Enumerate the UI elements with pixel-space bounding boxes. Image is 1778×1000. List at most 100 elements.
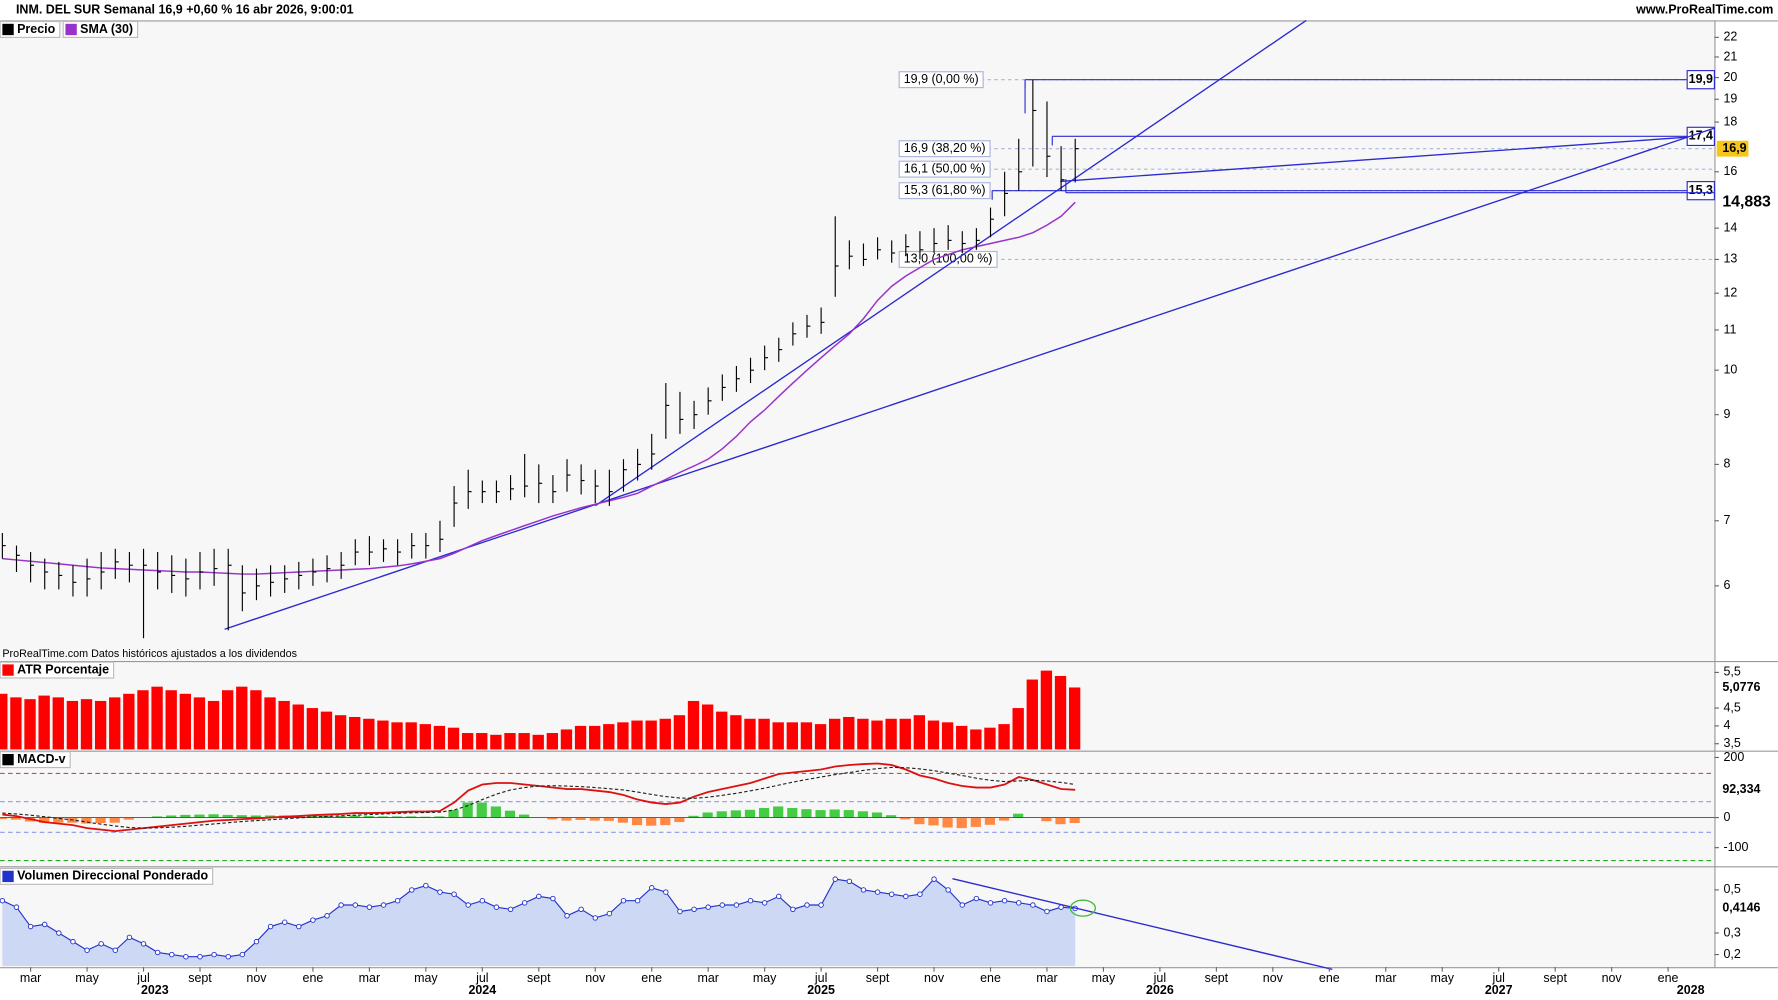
atr-bar: [447, 727, 460, 750]
x-tick-label: ene: [980, 971, 1001, 985]
area-point: [719, 902, 726, 908]
atr-bar: [264, 697, 276, 750]
macd-histogram: [391, 816, 403, 818]
macd-histogram: [109, 817, 120, 823]
atr-bar: [758, 718, 770, 750]
area-point: [13, 904, 20, 910]
macd-histogram: [406, 816, 417, 818]
current-price-tag: [1716, 140, 1749, 157]
legend-entry-swatch: [2, 23, 14, 36]
macd-histogram: [998, 817, 1010, 821]
atr-bar: [730, 715, 742, 750]
fib-label: 15,3 (61,80 %): [904, 183, 986, 197]
atr-bar: [504, 733, 516, 750]
macd-histogram: [377, 816, 389, 818]
x-tick-label: nov: [924, 971, 945, 985]
area-point: [41, 921, 48, 928]
area-point: [521, 900, 528, 906]
area-point: [183, 953, 189, 960]
area-point: [790, 906, 796, 913]
fib-label-box: [898, 160, 991, 178]
area-point: [888, 891, 895, 897]
y-tick-label: 20: [1723, 70, 1737, 84]
legend-entry: Precio: [17, 22, 56, 36]
atr-bar: [165, 690, 177, 750]
panel-title-box: [0, 661, 115, 679]
area-point: [747, 897, 754, 904]
y-tick-label: 12: [1723, 286, 1737, 300]
atr-bar: [518, 733, 530, 750]
atr-bar: [885, 718, 897, 750]
macd-histogram: [787, 807, 798, 818]
year-label: 2024: [468, 983, 496, 997]
macd-histogram: [462, 802, 473, 818]
area-point: [536, 893, 542, 900]
header-bar: [0, 0, 1778, 21]
box-tag: [1686, 181, 1715, 201]
area-point: [634, 897, 641, 904]
area-point: [310, 917, 316, 923]
macd-histogram: [519, 814, 530, 818]
atr-bar: [476, 733, 488, 750]
atr-bar: [137, 690, 149, 750]
atr-bar: [941, 722, 954, 750]
y-tick-label: 3,5: [1723, 736, 1740, 750]
panel-title: ATR Porcentaje: [17, 662, 109, 676]
box-tag-label: 19,9: [1689, 72, 1713, 86]
macd-histogram: [589, 817, 600, 821]
panel-title-swatch: [2, 753, 14, 766]
x-tick-label: sept: [1205, 971, 1229, 985]
area-point: [0, 897, 6, 904]
macd-histogram: [363, 816, 374, 818]
atr-bar: [377, 720, 389, 750]
macd-histogram: [575, 817, 586, 820]
area-point: [437, 889, 443, 895]
area-point: [606, 910, 613, 917]
area-point: [70, 938, 76, 945]
area-point: [126, 934, 133, 941]
atr-bar: [631, 720, 643, 750]
area-point: [479, 897, 486, 904]
area-point: [592, 915, 598, 921]
fib-label: 16,1 (50,00 %): [904, 161, 986, 175]
macd-histogram: [194, 814, 205, 818]
atr-bar: [94, 700, 107, 750]
area-point: [352, 902, 358, 908]
x-tick-label: jul: [814, 971, 827, 985]
macd-histogram: [617, 817, 629, 823]
area-point: [169, 951, 175, 958]
fib-label-box: [898, 140, 991, 158]
area-point: [1044, 908, 1050, 915]
area-point: [903, 893, 909, 900]
legend-entry: SMA (30): [80, 22, 133, 36]
atr-bar: [250, 690, 262, 750]
macd-histogram: [10, 817, 22, 820]
area-point: [776, 893, 782, 900]
atr-bar: [970, 729, 982, 750]
panel-title: MACD-v: [17, 752, 66, 766]
panel-title-box: [0, 867, 214, 885]
area-point: [409, 887, 415, 893]
fib-label-box: [898, 71, 984, 89]
y-tick-label: 13: [1723, 252, 1737, 266]
atr-bar: [52, 697, 64, 750]
area-point: [945, 887, 951, 893]
x-tick-label: mar: [359, 971, 380, 985]
year-label: 2026: [1146, 983, 1174, 997]
atr-bar: [984, 727, 996, 750]
box-tag-label: 15,3: [1689, 183, 1713, 197]
x-tick-label: nov: [1263, 971, 1284, 985]
x-tick-label: jul: [1491, 971, 1504, 985]
atr-bar: [278, 700, 290, 750]
y-tick-label: 200: [1723, 750, 1744, 764]
area-point: [987, 900, 994, 906]
macd-histogram: [1013, 813, 1024, 818]
area-point: [211, 951, 217, 958]
area-point: [394, 897, 401, 904]
macd-histogram: [123, 817, 134, 820]
panel-title-swatch: [2, 870, 14, 883]
area-point: [846, 878, 853, 885]
data-note: ProRealTime.com Datos históricos ajustad…: [2, 648, 297, 660]
area-point: [27, 923, 34, 930]
area-point: [225, 953, 231, 960]
